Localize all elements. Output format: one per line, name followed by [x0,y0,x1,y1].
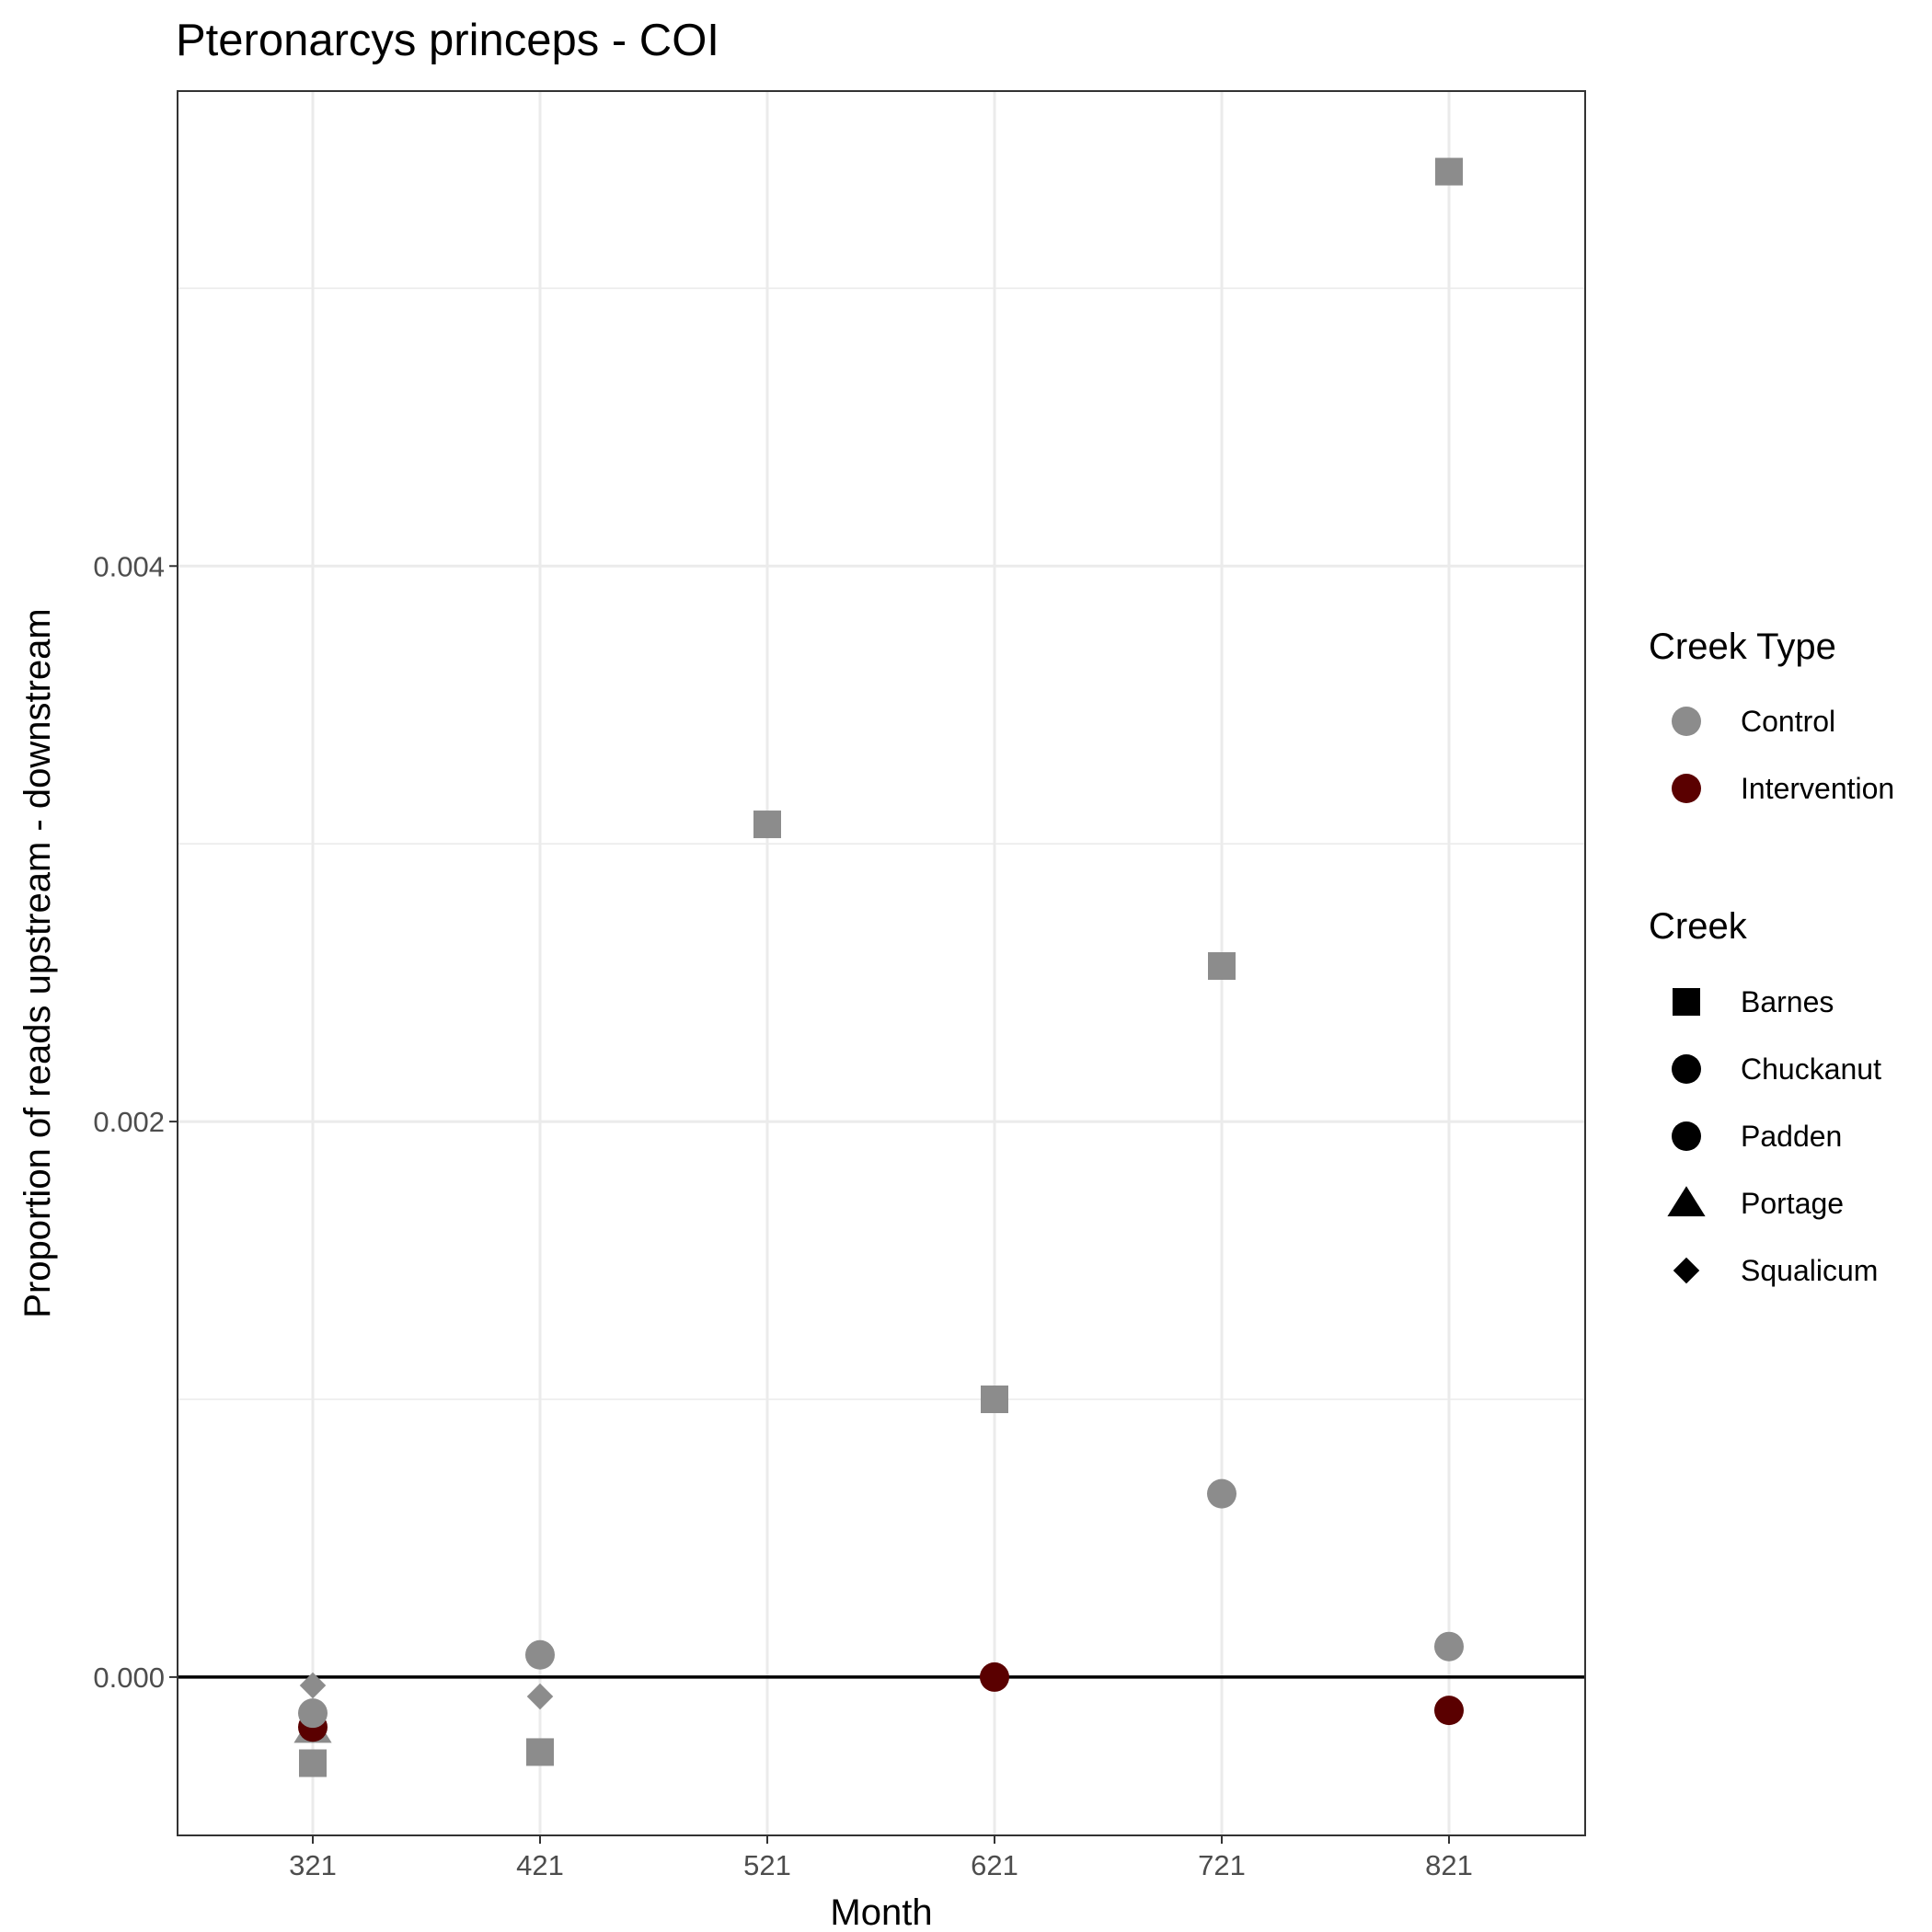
legend-label-padden: Padden [1741,1120,1842,1153]
data-point-barnes-821 [1435,157,1463,186]
legend-key-chuckanut [1672,1054,1701,1084]
legend-key-padden [1672,1121,1701,1151]
x-tick-label: 821 [1425,1849,1473,1881]
chart-title: Pteronarcys princeps - COI [176,16,719,65]
x-tick-label: 721 [1198,1849,1246,1881]
legend-title-creek-type: Creek Type [1649,627,1836,667]
legend-key-intervention [1672,774,1701,803]
y-tick-label: 0.002 [93,1106,165,1138]
data-point-barnes-321 [299,1749,327,1777]
data-point-barnes-421 [526,1738,554,1766]
data-point-chuckanut-321 [298,1698,328,1729]
y-axis-ticks: 0.000 0.002 0.004 [93,550,178,1694]
x-tick-label: 321 [289,1849,337,1881]
plot-panel-border [177,90,1586,1836]
data-point-chuckanut-821 [1434,1631,1464,1662]
legend-entry-intervention: Intervention [1672,772,1894,805]
x-tick-label: 621 [971,1849,1018,1881]
data-point-padden-821 [1434,1696,1464,1726]
legend-label-squalicum: Squalicum [1741,1254,1878,1287]
legend-key-portage [1667,1186,1706,1217]
legend-entry-barnes: Barnes [1673,985,1834,1018]
legend-label-portage: Portage [1741,1187,1844,1220]
legend-creek-entries: Barnes Chuckanut Padden Portage Squalicum [1667,985,1881,1287]
x-tick-label: 421 [516,1849,564,1881]
legend-key-barnes [1673,988,1700,1016]
legend-label-intervention: Intervention [1741,772,1894,805]
legend-entry-squalicum: Squalicum [1673,1254,1878,1287]
legend-entry-control: Control [1672,705,1835,738]
data-point-chuckanut-721 [1207,1478,1236,1509]
legend-label-barnes: Barnes [1741,985,1834,1018]
x-axis-title: Month [830,1892,932,1932]
data-point-barnes-621 [981,1386,1008,1413]
legend-entry-padden: Padden [1672,1120,1842,1153]
legend-creek-type-entries: Control Intervention [1672,705,1894,805]
legend-key-squalicum [1673,1257,1700,1284]
legend: Creek Type Control Intervention Creek Bar… [1649,627,1894,1287]
y-tick-label: 0.004 [93,550,165,582]
data-point-squalicum-321 [299,1672,327,1699]
plot-panel-background [178,91,1585,1835]
legend-entry-portage: Portage [1667,1186,1844,1220]
legend-title-creek: Creek [1649,906,1748,947]
data-point-padden-621 [980,1662,1009,1692]
data-point-squalicum-421 [526,1683,554,1710]
data-point-barnes-721 [1208,952,1236,981]
data-point-chuckanut-421 [525,1639,555,1670]
legend-entry-chuckanut: Chuckanut [1672,1052,1881,1086]
x-tick-label: 521 [743,1849,791,1881]
legend-label-chuckanut: Chuckanut [1741,1052,1881,1086]
y-axis-title: Proportion of reads upstream - downstrea… [17,608,58,1317]
x-axis-ticks: 321 421 521 621 721 821 [289,1835,1473,1881]
legend-label-control: Control [1741,705,1835,738]
data-points [293,157,1464,1777]
legend-key-control [1672,707,1701,736]
data-point-barnes-521 [753,811,781,839]
y-tick-label: 0.000 [93,1662,165,1694]
